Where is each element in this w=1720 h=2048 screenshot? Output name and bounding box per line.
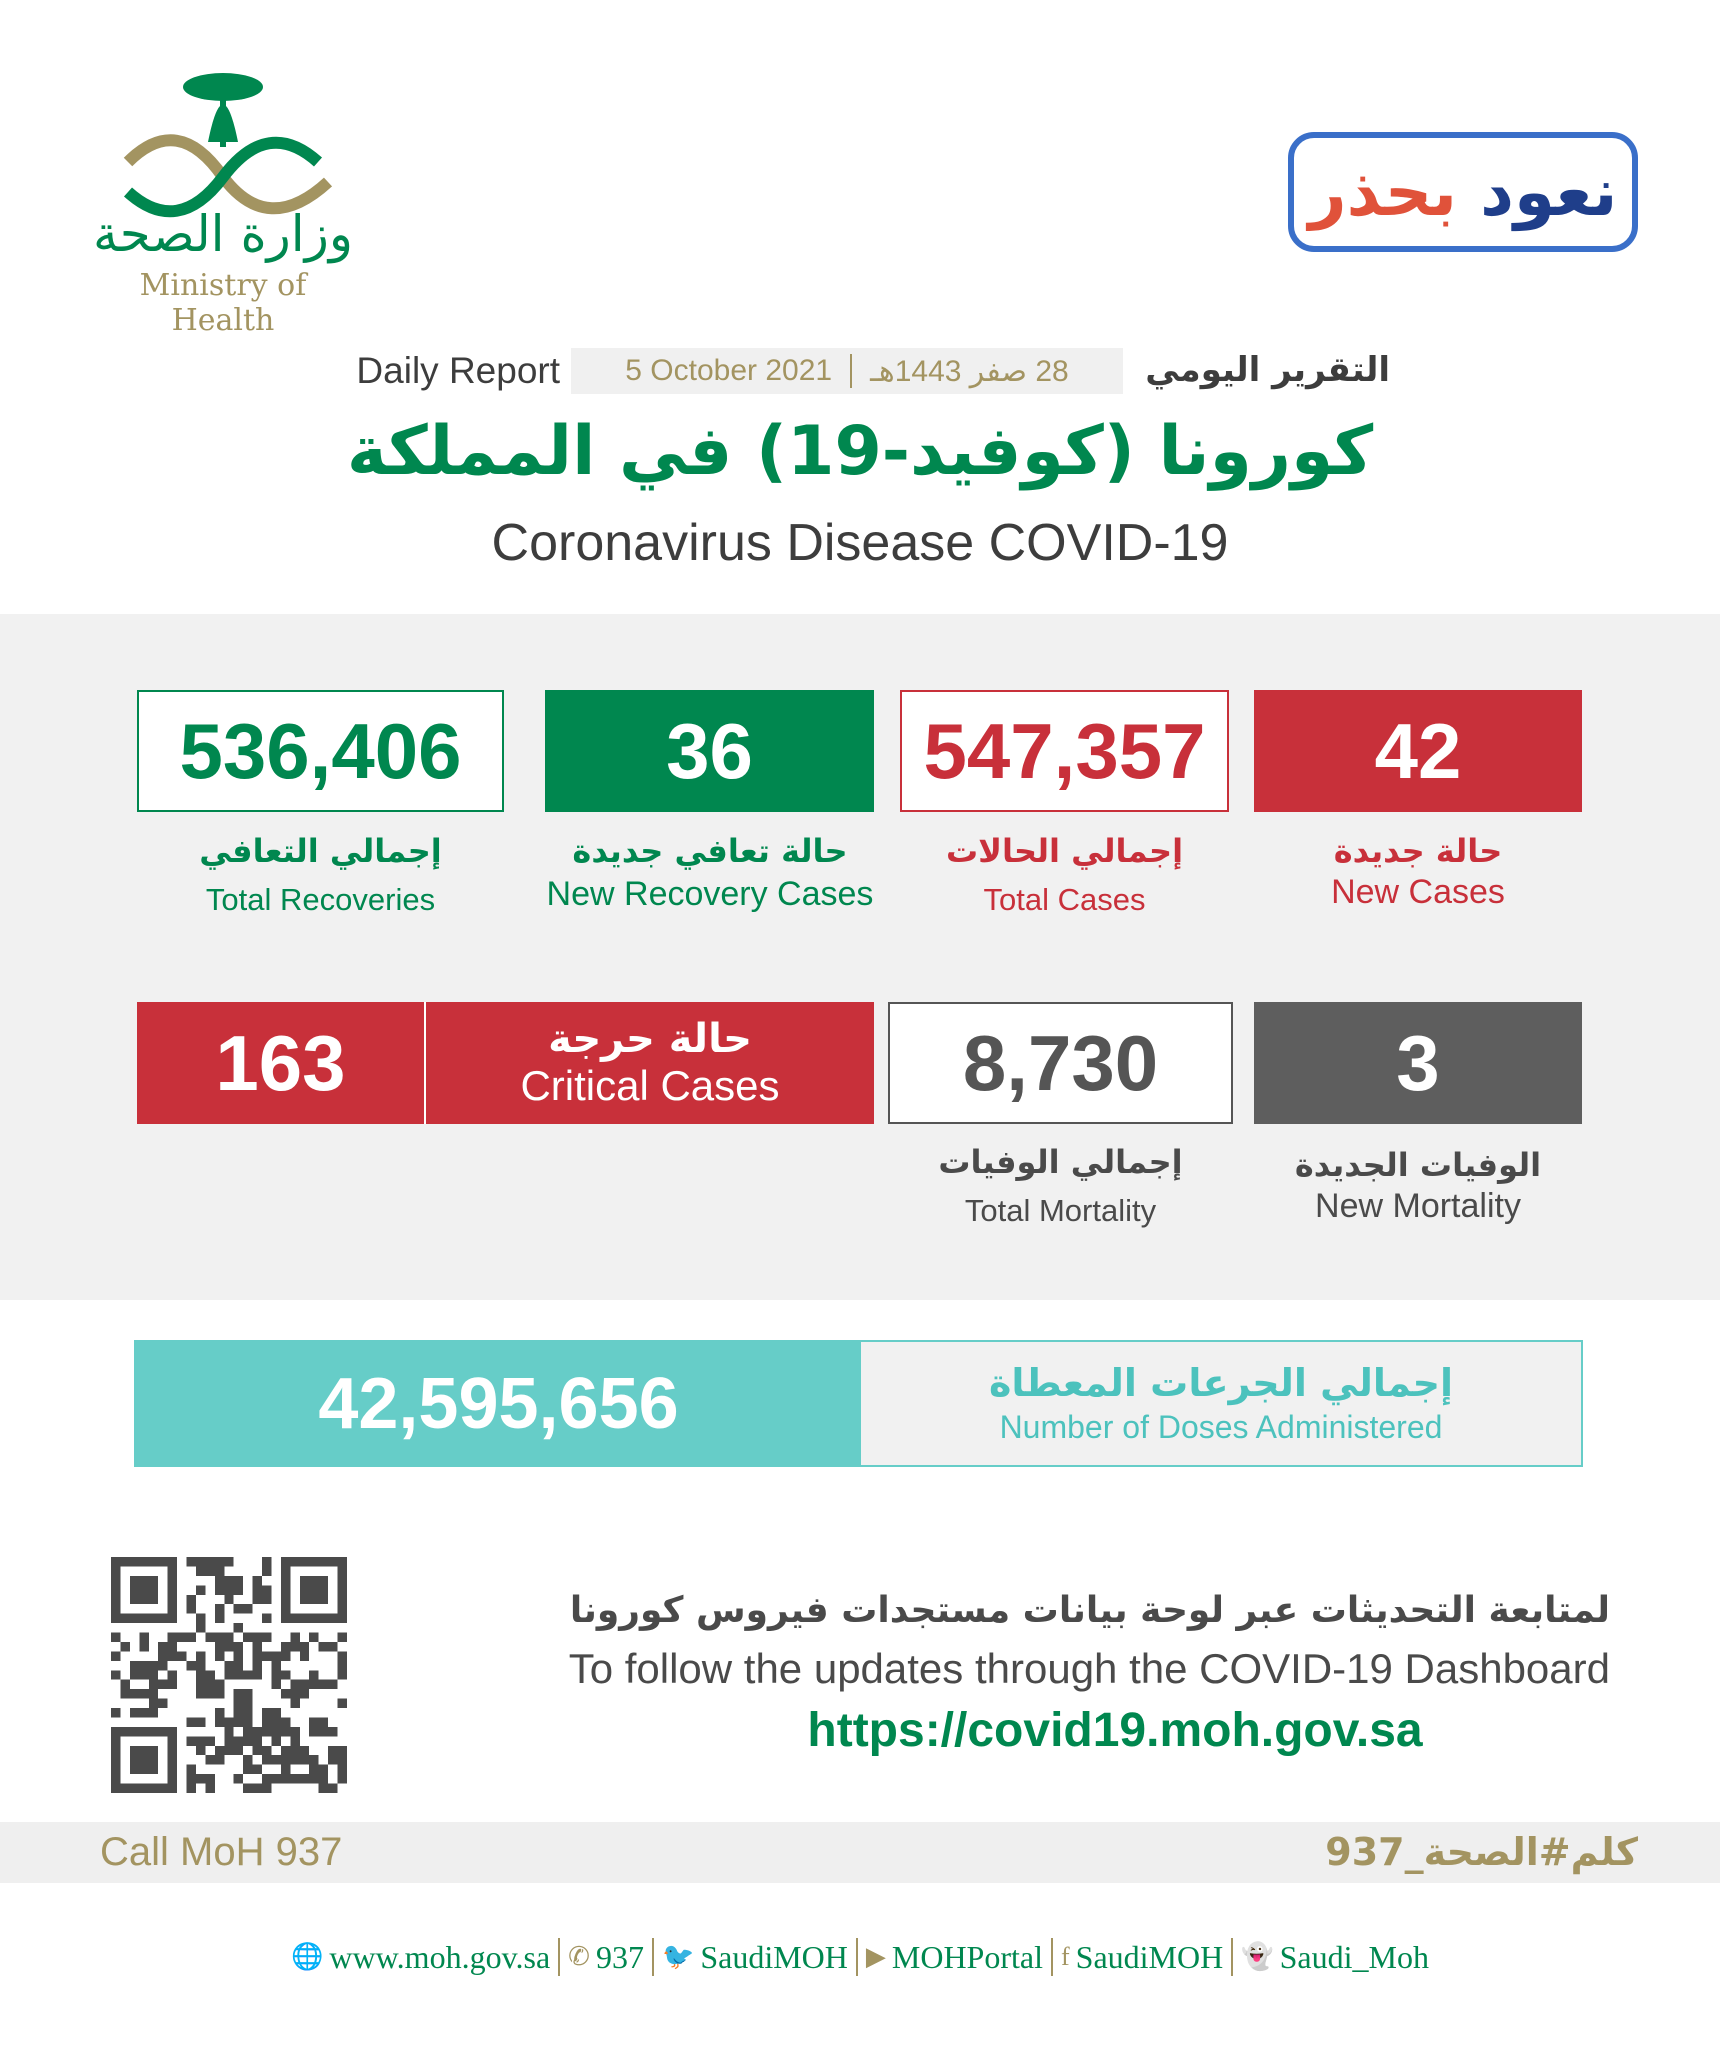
- total-cases-label-ar: إجمالي الحالات: [945, 832, 1184, 870]
- daily-report-ar: التقرير اليومي: [1145, 350, 1390, 390]
- call-bar: [0, 1822, 1720, 1883]
- call-moh-en: Call MoH 937: [100, 1830, 343, 1874]
- moh-logo-emblem: [123, 73, 333, 218]
- new-cases-label-en: New Cases: [1331, 873, 1505, 911]
- moh-logo-ar: وزارة الصحة: [93, 205, 353, 263]
- new-mortality-label-ar: الوفيات الجديدة: [1294, 1146, 1542, 1184]
- divider: [651, 1938, 654, 1976]
- twitter-icon: 🐦: [661, 1942, 695, 1971]
- daily-report-en: Daily Report: [356, 350, 560, 391]
- footer-phone-label: 937: [595, 1938, 644, 1975]
- dashboard-link[interactable]: https://covid19.moh.gov.sa: [807, 1704, 1423, 1757]
- globe-icon: 🌐: [291, 1942, 324, 1971]
- new-cases-label-ar: حالة جديدة: [1333, 832, 1503, 870]
- doses-bar: 42,595,656 إجمالي الجرعات المعطاة Number…: [134, 1340, 1583, 1467]
- new-cases-value: 42: [1254, 690, 1582, 812]
- page-title-ar: كورونا (كوفيد-19) في المملكة: [346, 412, 1374, 491]
- total-cases-value: 547,357: [900, 690, 1229, 812]
- moh-logo-en: Ministry of Health: [139, 268, 307, 338]
- date-hijri: 28 صفر 1443هـ: [870, 354, 1069, 388]
- footer-youtube[interactable]: ▶ MOHPortal: [858, 1939, 1051, 1976]
- date-gregorian: 5 October 2021: [625, 354, 833, 387]
- new-recoveries-label-en: New Recovery Cases: [546, 875, 874, 913]
- critical-cases-value: 163: [137, 1002, 424, 1124]
- footer-website[interactable]: 🌐 www.moh.gov.sa: [283, 1939, 558, 1976]
- footer-facebook-label: SaudiMOH: [1075, 1938, 1224, 1975]
- snapchat-icon: 👻: [1241, 1942, 1274, 1971]
- divider: [1231, 1938, 1234, 1976]
- doses-label-en: Number of Doses Administered: [999, 1409, 1443, 1445]
- critical-cases-label: حالة حرجة Critical Cases: [424, 1002, 874, 1124]
- youtube-icon: ▶: [865, 1942, 886, 1971]
- qr-code[interactable]: [111, 1557, 347, 1793]
- new-mortality-value: 3: [1254, 1002, 1582, 1124]
- dashboard-text-en: To follow the updates through the COVID-…: [568, 1645, 1610, 1692]
- footer-twitter[interactable]: 🐦 SaudiMOH: [654, 1939, 856, 1976]
- new-recoveries-value: 36: [545, 690, 874, 812]
- critical-cases-label-en: Critical Cases: [520, 1062, 780, 1109]
- page-title-en: Coronavirus Disease COVID-19: [491, 514, 1229, 572]
- footer-snapchat-label: Saudi_Moh: [1279, 1938, 1429, 1975]
- footer-twitter-label: SaudiMOH: [700, 1938, 848, 1975]
- new-mortality-label-en: New Mortality: [1315, 1187, 1521, 1225]
- total-recoveries-label-en: Total Recoveries: [205, 882, 436, 917]
- campaign-word-2: بحذر: [1308, 153, 1458, 231]
- critical-cases-label-ar: حالة حرجة: [548, 1016, 752, 1062]
- call-hashtag-ar: كلم#الصحة_937: [1325, 1830, 1638, 1874]
- footer-phone[interactable]: ✆ 937: [560, 1939, 652, 1976]
- divider: [558, 1938, 561, 1976]
- doses-label-ar: إجمالي الجرعات المعطاة: [989, 1361, 1453, 1405]
- date-divider: [850, 354, 853, 388]
- footer-youtube-label: MOHPortal: [891, 1938, 1043, 1975]
- total-recoveries-value: 536,406: [137, 690, 504, 812]
- new-recoveries-label-ar: حالة تعافي جديدة: [572, 832, 848, 870]
- date-box: 5 October 2021 28 صفر 1443هـ: [571, 348, 1123, 394]
- total-recoveries-label-ar: إجمالي التعافي: [199, 832, 442, 870]
- phone-icon: ✆: [568, 1942, 590, 1971]
- total-mortality-value: 8,730: [888, 1002, 1233, 1124]
- footer-website-label: www.moh.gov.sa: [329, 1938, 551, 1975]
- facebook-icon: f: [1060, 1942, 1070, 1971]
- campaign-word-1: نعود: [1480, 153, 1618, 231]
- total-cases-label-en: Total Cases: [983, 882, 1146, 917]
- doses-value: 42,595,656: [136, 1342, 861, 1465]
- footer-facebook[interactable]: f SaudiMOH: [1053, 1939, 1231, 1976]
- campaign-logo: نعود بحذر: [1288, 132, 1638, 252]
- doses-label: إجمالي الجرعات المعطاة Number of Doses A…: [861, 1342, 1581, 1465]
- dashboard-text-ar: لمتابعة التحديثات عبر لوحة بيانات مستجدا…: [569, 1590, 1610, 1631]
- divider: [1050, 1938, 1053, 1976]
- divider: [855, 1938, 858, 1976]
- total-mortality-label-en: Total Mortality: [964, 1193, 1157, 1228]
- total-mortality-label-ar: إجمالي الوفيات: [938, 1143, 1183, 1181]
- footer-links: 🌐 www.moh.gov.sa ✆ 937 🐦 SaudiMOH ▶ MOHPorta…: [0, 1938, 1720, 1976]
- footer-snapchat[interactable]: 👻 Saudi_Moh: [1233, 1939, 1437, 1976]
